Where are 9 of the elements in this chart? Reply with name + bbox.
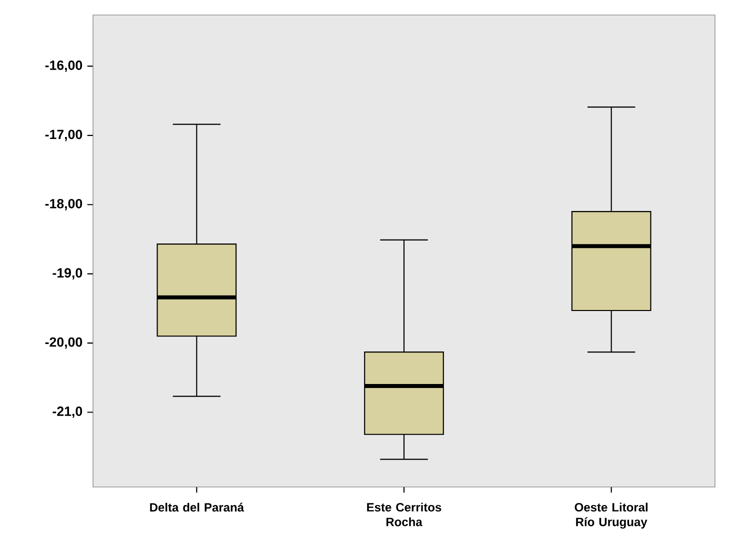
y-tick-label: -16,00 <box>45 60 82 72</box>
y-tick-label: -19,0 <box>52 268 82 280</box>
y-tick-label: -17,00 <box>45 130 82 142</box>
y-tick-label: -20,00 <box>45 337 82 349</box>
x-tick-label: Este Cerritos Rocha <box>367 502 442 526</box>
y-tick-label: -18,00 <box>45 198 82 210</box>
x-tick-label: Oeste Litoral Río Uruguay <box>574 502 648 529</box>
x-tick-label: Delta del Paraná <box>150 502 244 512</box>
y-tick-label: -21,0 <box>52 406 82 418</box>
